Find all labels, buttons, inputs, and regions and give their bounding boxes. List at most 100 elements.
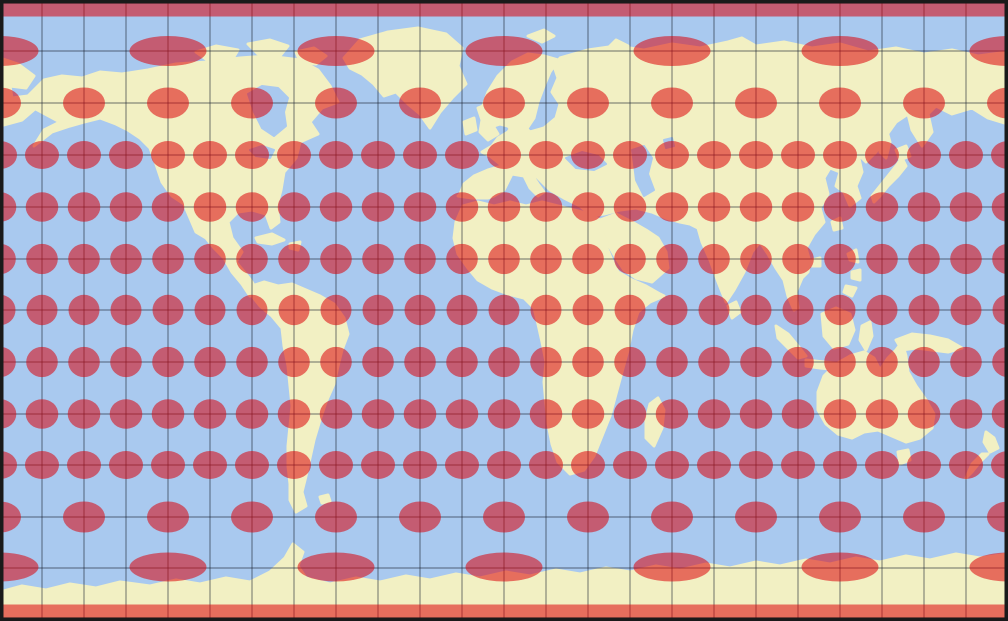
tissot-indicatrix (26, 346, 58, 378)
tissot-indicatrix (277, 399, 311, 429)
tissot-indicatrix (63, 501, 105, 533)
tissot-indicatrix (824, 346, 856, 378)
tissot-indicatrix (697, 399, 731, 429)
tissot-indicatrix (865, 192, 899, 222)
tissot-indicatrix (67, 141, 101, 169)
tissot-indicatrix (67, 451, 101, 479)
tissot-indicatrix (991, 399, 1006, 429)
tissot-indicatrix (151, 192, 185, 222)
tissot-indicatrix (987, 87, 1006, 119)
tissot-indicatrix (633, 36, 711, 66)
tissot-indicatrix (823, 399, 857, 429)
tissot-indicatrix (25, 141, 59, 169)
tissot-indicatrix (969, 36, 1006, 66)
tissot-indicatrix (236, 346, 268, 378)
tissot-indicatrix (445, 192, 479, 222)
tissot-indicatrix (655, 399, 689, 429)
tissot-indicatrix (152, 346, 184, 378)
tissot-indicatrix (68, 346, 100, 378)
tissot-indicatrix (278, 346, 310, 378)
tissot-indicatrix (2, 347, 16, 377)
tissot-indicatrix (194, 294, 226, 326)
tissot-indicatrix (823, 141, 857, 169)
tissot-indicatrix (483, 87, 525, 119)
tissot-indicatrix (572, 294, 604, 326)
tissot-indicatrix (697, 192, 731, 222)
tissot-indicatrix (530, 346, 562, 378)
tissot-indicatrix (320, 243, 352, 275)
tissot-indicatrix (361, 451, 395, 479)
tissot-indicatrix (950, 346, 982, 378)
tissot-indicatrix (362, 294, 394, 326)
tissot-indicatrix (193, 141, 227, 169)
tissot-indicatrix (362, 243, 394, 275)
tissot-indicatrix (735, 501, 777, 533)
tissot-indicatrix (698, 346, 730, 378)
tissot-indicatrix (739, 451, 773, 479)
tissot-indicatrix (530, 294, 562, 326)
tissot-indicatrix (235, 451, 269, 479)
tissot-indicatrix (613, 141, 647, 169)
tissot-indicatrix (129, 552, 207, 582)
tissot-indicatrix (193, 399, 227, 429)
tissot-indicatrix (67, 399, 101, 429)
tissot-indicatrix (361, 192, 395, 222)
tissot-indicatrix (567, 501, 609, 533)
tissot-indicatrix (735, 87, 777, 119)
tissot-indicatrix (2, 141, 17, 169)
tissot-indicatrix (613, 399, 647, 429)
tissot-indicatrix (315, 501, 357, 533)
tissot-indicatrix (908, 243, 940, 275)
tissot-indicatrix (231, 87, 273, 119)
tissot-indicatrix (361, 141, 395, 169)
tissot-indicatrix (68, 243, 100, 275)
tissot-indicatrix (152, 243, 184, 275)
tissot-indicatrix (782, 243, 814, 275)
tissot-indicatrix (782, 346, 814, 378)
tissot-indicatrix (572, 243, 604, 275)
tissot-indicatrix (25, 192, 59, 222)
tissot-indicatrix (633, 552, 711, 582)
tissot-indicatrix (781, 451, 815, 479)
tissot-indicatrix (315, 87, 357, 119)
tissot-indicatrix (819, 87, 861, 119)
tissot-indicatrix (2, 399, 17, 429)
tissot-indicatrix (819, 501, 861, 533)
tissot-indicatrix (487, 141, 521, 169)
tissot-indicatrix (487, 192, 521, 222)
tissot-indicatrix (651, 501, 693, 533)
tissot-indicatrix (656, 346, 688, 378)
tissot-indicatrix (110, 346, 142, 378)
tissot-indicatrix (297, 552, 375, 582)
tissot-indicatrix (866, 243, 898, 275)
tissot-indicatrix (571, 399, 605, 429)
tissot-indicatrix (110, 294, 142, 326)
tissot-indicatrix (109, 451, 143, 479)
tissot-indicatrix (824, 243, 856, 275)
tissot-indicatrix (231, 501, 273, 533)
tissot-indicatrix (739, 399, 773, 429)
tissot-indicatrix (465, 552, 543, 582)
tissot-indicatrix (529, 192, 563, 222)
tissot-indicatrix (950, 243, 982, 275)
tissot-indicatrix (403, 399, 437, 429)
tissot-indicatrix (193, 451, 227, 479)
tissot-indicatrix (25, 451, 59, 479)
tissot-indicatrix (651, 87, 693, 119)
tissot-indicatrix (801, 36, 879, 66)
tissot-indicatrix (194, 243, 226, 275)
tissot-indicatrix (529, 399, 563, 429)
tissot-indicatrix (740, 346, 772, 378)
tissot-indicatrix (277, 141, 311, 169)
tissot-indicatrix (194, 346, 226, 378)
tissot-indicatrix (991, 451, 1006, 479)
tissot-indicatrix (445, 141, 479, 169)
tissot-indicatrix (969, 552, 1006, 582)
tissot-indicatrix (801, 552, 879, 582)
tissot-indicatrix (991, 141, 1006, 169)
tissot-indicatrix (613, 451, 647, 479)
tissot-indicatrix (403, 141, 437, 169)
tissot-indicatrix (319, 451, 353, 479)
